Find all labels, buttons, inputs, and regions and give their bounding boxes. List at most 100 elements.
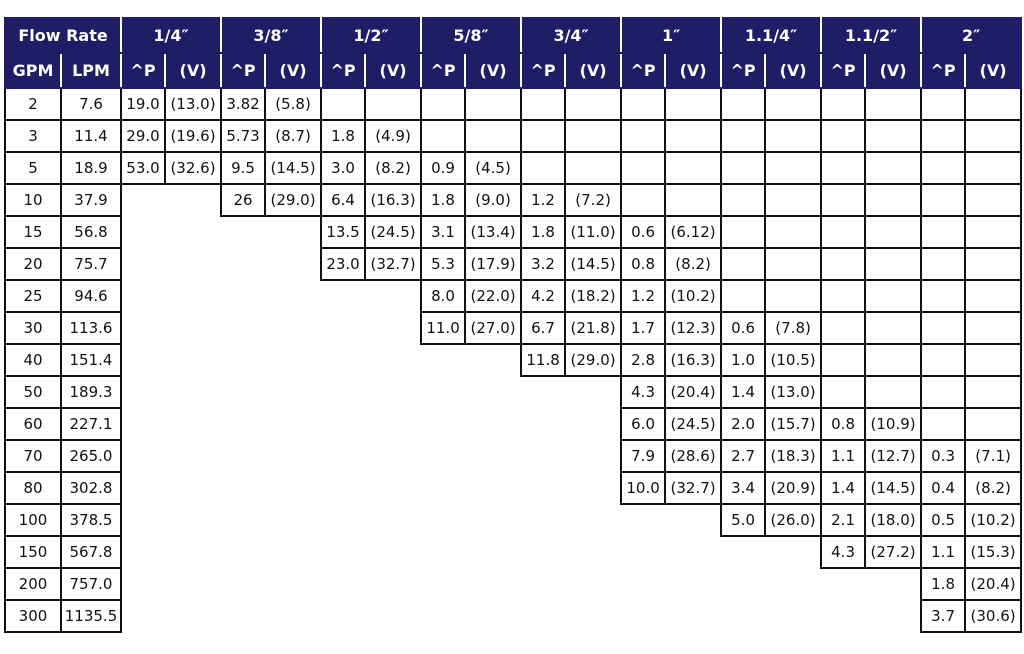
velocity-cell — [964, 151, 1023, 185]
lpm-cell: 227.1 — [60, 407, 122, 441]
pressure-drop-cell: 0.6 — [720, 311, 767, 345]
pressure-drop-cell — [221, 408, 265, 440]
velocity-cell: (24.5) — [364, 215, 423, 249]
velocity-cell — [165, 472, 221, 504]
pressure-drop-cell: 2.8 — [620, 343, 667, 377]
pressure-drop-cell — [820, 279, 867, 313]
velocity-cell — [864, 87, 923, 121]
velocity-cell — [764, 151, 823, 185]
velocity-cell — [365, 440, 421, 472]
pressure-drop-cell — [221, 600, 265, 632]
pressure-drop-cell — [121, 312, 165, 344]
velocity-cell — [765, 536, 821, 568]
pressure-drop-cell — [920, 279, 967, 313]
pressure-drop-cell — [221, 504, 265, 536]
velocity-cell — [864, 215, 923, 249]
velocity-cell — [764, 247, 823, 281]
table-row: 40 151.4 11.8 (29.0) 2.8 (16.3) 1.0 (10.5) — [4, 343, 1023, 377]
velocity-cell — [165, 568, 221, 600]
pressure-drop-cell — [121, 440, 165, 472]
pressure-drop-cell: 26 — [220, 183, 267, 217]
pressure-drop-cell — [121, 344, 165, 376]
velocity-cell: (7.2) — [564, 183, 623, 217]
pressure-drop-cell: 1.1 — [920, 535, 967, 569]
velocity-cell: (14.5) — [264, 151, 323, 185]
gpm-cell: 10 — [4, 183, 62, 217]
pressure-drop-cell: 29.0 — [120, 119, 166, 153]
lpm-cell: 189.3 — [60, 375, 122, 409]
flow-rate-table-container: Flow Rate 1/4″ 3/8″ 1/2″ 5/8″ 3/4″ 1″ 1.… — [4, 17, 1023, 633]
pressure-drop-cell — [720, 215, 767, 249]
pressure-drop-header: ^P — [820, 52, 867, 89]
velocity-cell — [865, 600, 921, 632]
gpm-cell: 80 — [4, 471, 62, 505]
pressure-drop-cell: 3.82 — [220, 87, 267, 121]
velocity-cell — [465, 440, 521, 472]
velocity-cell: (20.4) — [964, 567, 1023, 601]
velocity-cell — [764, 87, 823, 121]
size-header: 1/2″ — [320, 17, 423, 54]
pressure-drop-cell — [420, 119, 467, 153]
velocity-cell: (32.7) — [664, 471, 723, 505]
lpm-cell: 265.0 — [60, 439, 122, 473]
pressure-drop-header: ^P — [120, 52, 166, 89]
velocity-cell — [165, 248, 221, 280]
table-row: 70 265.0 7.9 (28.6) 2.7 (18.3) 1.1 (12.7) 0.3 (7.… — [4, 439, 1023, 473]
gpm-cell: 60 — [4, 407, 62, 441]
pressure-drop-cell — [421, 600, 465, 632]
lpm-cell: 1135.5 — [60, 599, 122, 633]
header-row-sizes: Flow Rate 1/4″ 3/8″ 1/2″ 5/8″ 3/4″ 1″ 1.… — [4, 17, 1023, 54]
table-row: 300 1135.5 3.7 (30.6) — [4, 599, 1023, 633]
pressure-drop-cell — [521, 600, 565, 632]
velocity-cell: (16.3) — [364, 183, 423, 217]
gpm-cell: 30 — [4, 311, 62, 345]
pressure-drop-cell — [720, 247, 767, 281]
pressure-drop-cell — [221, 280, 265, 312]
flow-rate-table: Flow Rate 1/4″ 3/8″ 1/2″ 5/8″ 3/4″ 1″ 1.… — [4, 17, 1023, 633]
pressure-drop-cell — [321, 376, 365, 408]
pressure-drop-cell: 1.4 — [720, 375, 767, 409]
velocity-cell — [964, 311, 1023, 345]
velocity-cell: (14.5) — [564, 247, 623, 281]
pressure-drop-cell — [221, 248, 265, 280]
pressure-drop-cell — [321, 568, 365, 600]
pressure-drop-cell: 8.0 — [420, 279, 467, 313]
velocity-cell — [964, 119, 1023, 153]
header-row-units: GPM LPM ^P (V) ^P (V) ^P (V) ^P (V) ^P (V) ^P (V) ^P… — [4, 52, 1023, 89]
pressure-drop-cell — [221, 440, 265, 472]
pressure-drop-cell — [321, 440, 365, 472]
gpm-cell: 2 — [4, 87, 62, 121]
velocity-cell: (8.7) — [264, 119, 323, 153]
pressure-drop-cell — [421, 568, 465, 600]
velocity-cell — [365, 344, 421, 376]
velocity-cell: (29.0) — [264, 183, 323, 217]
pressure-drop-cell: 2.1 — [820, 503, 867, 537]
velocity-cell: (28.6) — [664, 439, 723, 473]
pressure-drop-cell — [320, 87, 367, 121]
velocity-cell — [864, 375, 923, 409]
velocity-cell: (20.4) — [664, 375, 723, 409]
pressure-drop-cell — [121, 280, 165, 312]
flow-rate-header: Flow Rate — [4, 17, 122, 54]
pressure-drop-header: ^P — [220, 52, 267, 89]
pressure-drop-cell — [820, 247, 867, 281]
velocity-cell — [365, 376, 421, 408]
velocity-header: (V) — [764, 52, 823, 89]
velocity-cell: (15.3) — [964, 535, 1023, 569]
pressure-drop-cell — [521, 568, 565, 600]
pressure-drop-cell — [521, 440, 565, 472]
velocity-cell: (27.2) — [864, 535, 923, 569]
pressure-drop-cell — [720, 279, 767, 313]
table-row: 5 18.9 53.0 (32.6) 9.5 (14.5) 3.0 (8.2) 0.9 (4.5) — [4, 151, 1023, 185]
velocity-cell: (8.2) — [364, 151, 423, 185]
pressure-drop-header: ^P — [320, 52, 367, 89]
gpm-cell: 150 — [4, 535, 62, 569]
pressure-drop-cell — [520, 151, 567, 185]
pressure-drop-cell: 11.8 — [520, 343, 567, 377]
pressure-drop-cell: 11.0 — [420, 311, 467, 345]
velocity-cell — [464, 87, 523, 121]
pressure-drop-cell: 6.7 — [520, 311, 567, 345]
pressure-drop-cell — [620, 119, 667, 153]
pressure-drop-cell — [920, 151, 967, 185]
velocity-cell: (24.5) — [664, 407, 723, 441]
